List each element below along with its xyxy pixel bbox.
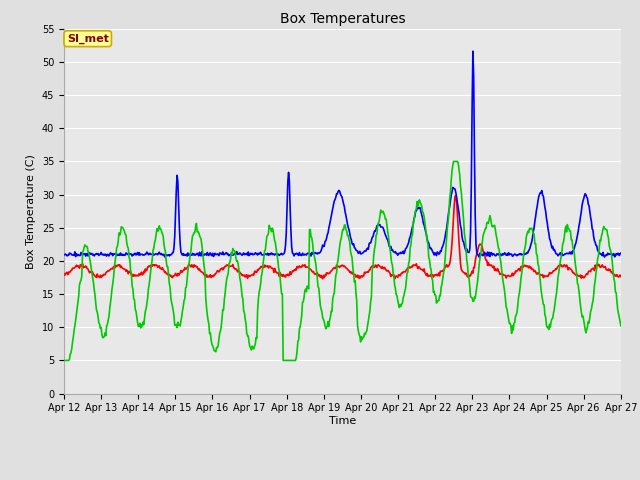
- Text: SI_met: SI_met: [67, 34, 109, 44]
- Legend: CR1000 Panel T, LGR Cell T, Tower Air T: CR1000 Panel T, LGR Cell T, Tower Air T: [184, 479, 501, 480]
- X-axis label: Time: Time: [329, 416, 356, 426]
- Title: Box Temperatures: Box Temperatures: [280, 12, 405, 26]
- Y-axis label: Box Temperature (C): Box Temperature (C): [26, 154, 36, 269]
